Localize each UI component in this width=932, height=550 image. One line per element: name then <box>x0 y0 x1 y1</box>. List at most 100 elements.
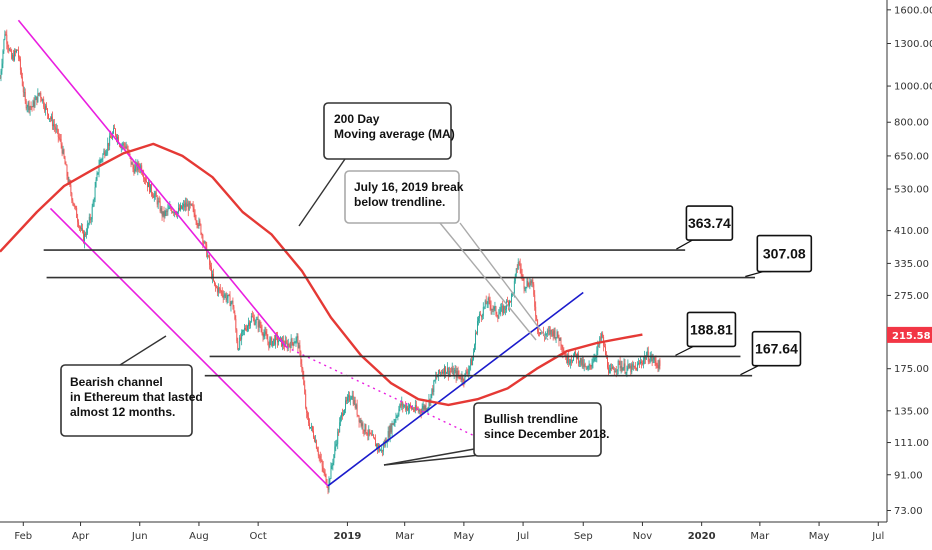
candle-body <box>300 351 302 365</box>
candle-body <box>25 100 27 109</box>
candle-body <box>110 135 112 138</box>
candle-body <box>571 360 573 362</box>
candle-body <box>169 206 171 209</box>
candle-body <box>472 359 474 366</box>
candle-body <box>166 210 168 212</box>
candle-body <box>252 316 254 318</box>
candle-body <box>91 206 93 220</box>
candle-body <box>115 128 116 136</box>
candle-body <box>343 413 344 416</box>
candle-body <box>360 420 362 426</box>
candle-body <box>420 411 422 413</box>
candle-body <box>7 43 9 48</box>
candle-body <box>85 233 87 236</box>
candle-body <box>595 356 597 359</box>
candle-body <box>208 255 210 257</box>
x-tick-label: May <box>454 531 475 542</box>
annotation-text-channel: almost 12 months. <box>70 405 175 419</box>
candle-body <box>610 368 612 369</box>
candle-body <box>435 376 437 381</box>
candle-body <box>526 280 528 288</box>
candle-body <box>10 49 12 51</box>
x-tick-label: Sep <box>574 531 593 542</box>
candle-body <box>354 399 356 408</box>
candle-body <box>349 399 351 401</box>
candle-body <box>549 330 551 335</box>
candle-body <box>259 321 261 327</box>
candle-body <box>327 487 329 490</box>
candle-body <box>477 318 479 322</box>
x-tick-label: Jul <box>871 531 884 542</box>
candle-body <box>636 367 638 371</box>
candle-body <box>370 433 372 435</box>
candle-body <box>625 372 627 374</box>
candle-body <box>232 300 234 307</box>
candle-body <box>531 279 533 284</box>
candle-body <box>640 361 641 364</box>
candle-body <box>43 99 45 107</box>
candle-body <box>314 440 316 442</box>
last-price-label: 215.58 <box>892 331 931 342</box>
candle-body <box>181 206 183 209</box>
candle-body <box>135 163 137 167</box>
y-tick-label: 135.00 <box>894 406 929 417</box>
candle-body <box>476 333 477 335</box>
candle-body <box>515 268 517 275</box>
candle-body <box>65 164 67 166</box>
candle-body <box>615 371 617 372</box>
y-tick-label: 650.00 <box>894 151 929 162</box>
candle-body <box>456 370 458 378</box>
candle-body <box>339 422 341 433</box>
x-tick-label: Apr <box>72 531 90 542</box>
price-axis[interactable]: 1600.00 1300.00 1000.00 800.00 650.00 530.00 4… <box>886 0 932 522</box>
candle-body <box>485 300 487 305</box>
candle-body <box>316 448 318 452</box>
candle-body <box>594 358 596 359</box>
candle-body <box>545 333 547 335</box>
annotation-box-bull <box>473 402 602 457</box>
candle-body <box>248 322 250 326</box>
candle-body <box>168 208 170 210</box>
candle-body <box>376 444 377 447</box>
time-axis[interactable]: Feb Apr Jun Aug Oct 2019 Mar May Jul Sep Nov 2020 Ma… <box>0 521 887 542</box>
candle-body <box>30 106 32 108</box>
candle-body <box>192 205 194 208</box>
candle-body <box>357 414 359 416</box>
candle-body <box>388 431 390 437</box>
candle-body <box>374 437 376 440</box>
candle-body <box>210 264 212 267</box>
drawn-lines <box>0 19 643 487</box>
candle-body <box>525 287 527 289</box>
candle-body <box>520 268 522 274</box>
candle-body <box>59 138 61 140</box>
candle-body <box>225 294 227 301</box>
candle-body <box>122 143 124 146</box>
candle-body <box>346 397 348 401</box>
candle-body <box>345 400 346 410</box>
candle-body <box>635 367 637 369</box>
annotation-text-bull: Bullish trendline <box>484 412 578 426</box>
candle-body <box>319 456 321 460</box>
candle-body <box>438 369 440 377</box>
candle-body <box>20 69 22 77</box>
x-tick-label: Mar <box>750 531 770 542</box>
candle-body <box>569 362 571 364</box>
x-tick-label: Nov <box>633 531 653 542</box>
y-tick-label: 1000.00 <box>894 82 932 93</box>
candle-body <box>288 343 290 346</box>
candle-body <box>601 333 603 339</box>
candle-body <box>194 213 196 220</box>
candle-body <box>244 328 246 330</box>
candle-body <box>39 92 41 95</box>
candle-body <box>189 202 191 205</box>
level-lines: 363.74 307.08 188.81 167.64 <box>43 205 813 377</box>
candle-body <box>193 207 195 214</box>
level-callout-label: 363.74 <box>688 215 731 231</box>
candle-body <box>37 93 39 103</box>
candle-body <box>273 338 275 341</box>
candle-body <box>176 214 178 216</box>
candle-body <box>220 291 222 292</box>
candle-body <box>195 219 197 222</box>
candle-body <box>46 105 48 109</box>
candle-body <box>353 399 355 405</box>
